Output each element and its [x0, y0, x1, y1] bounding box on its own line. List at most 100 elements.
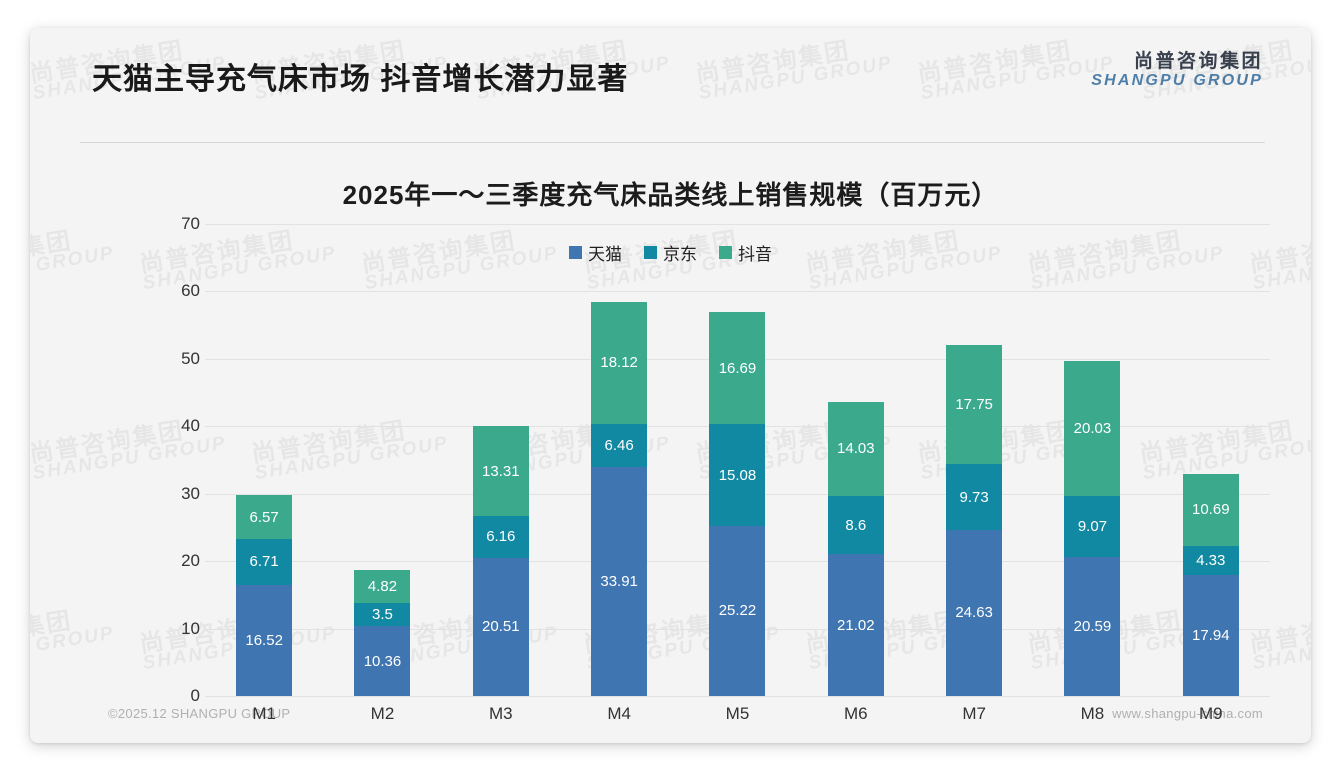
- bar-segment-抖音[interactable]: 6.57: [236, 495, 293, 540]
- y-axis-tick-label: 0: [190, 686, 200, 705]
- y-axis-tick-label: 60: [181, 281, 200, 301]
- slide-header: 天猫主导充气床市场 抖音增长潜力显著 尚普咨询集团 SHANGPU GROUP: [30, 28, 1311, 114]
- x-axis-tick-label: M8: [1080, 704, 1105, 723]
- legend-item-天猫[interactable]: 天猫: [569, 240, 622, 265]
- bar-segment-天猫[interactable]: 25.22: [709, 525, 766, 696]
- bar-segment-京东[interactable]: 6.46: [591, 423, 648, 468]
- bar-value-label: 21.02: [837, 616, 875, 634]
- bar-value-label: 9.07: [1077, 518, 1108, 536]
- bar-group-M3[interactable]: 13.31 6.16 20.51: [447, 224, 556, 696]
- legend-swatch-icon: [569, 246, 582, 259]
- x-axis-tick-label: M5: [725, 704, 750, 723]
- x-axis-labels: M1 M2 M3 M4 M5 M6 M7 M8 M9: [205, 704, 1270, 724]
- bar-value-label: 10.69: [1192, 501, 1230, 519]
- bar-segment-天猫[interactable]: 33.91: [591, 467, 648, 696]
- bar-segment-天猫[interactable]: 21.02: [827, 554, 884, 696]
- bar-value-label: 25.22: [718, 602, 757, 620]
- header-divider: [80, 142, 1265, 143]
- bar-group-M5[interactable]: 16.69 15.08 25.22: [683, 224, 792, 696]
- bar-segment-京东[interactable]: 6.16: [472, 516, 529, 558]
- bar-group-M4[interactable]: 18.12 6.46 33.91: [565, 224, 674, 696]
- bar-groups: 6.57 6.71 16.52 4.82 3.5 10.36 13.31 6.16 20.51 1…: [205, 224, 1270, 696]
- bar-segment-天猫[interactable]: 20.51: [472, 557, 529, 696]
- x-axis-tick-label: M4: [607, 704, 631, 723]
- chart-plot-area: 0 10 20 30 40 50 60 70 6.57 6.71 16.52 4.82 3.5 10.3…: [170, 214, 1270, 705]
- bar-value-label: 20.59: [1073, 618, 1112, 636]
- bar-value-label: 9.73: [959, 488, 989, 506]
- chart-legend: 天猫 京东 抖音: [30, 240, 1311, 265]
- brand-logo-en: SHANGPU GROUP: [1091, 71, 1263, 89]
- bar-segment-京东[interactable]: 6.71: [236, 539, 293, 585]
- bar-segment-抖音[interactable]: 13.31: [472, 426, 529, 517]
- bar-segment-抖音[interactable]: 14.03: [827, 401, 884, 497]
- bar-segment-天猫[interactable]: 24.63: [946, 529, 1003, 696]
- bar-segment-京东[interactable]: 9.07: [1064, 496, 1121, 558]
- bar-segment-抖音[interactable]: 16.69: [709, 311, 766, 425]
- y-axis-tick-label: 70: [181, 214, 200, 233]
- bar-segment-京东[interactable]: 15.08: [709, 424, 766, 526]
- bar-group-M6[interactable]: 14.03 8.6 21.02: [801, 224, 910, 696]
- footer-website: www.shangpu-china.com: [1112, 706, 1263, 721]
- x-axis-tick-label: M3: [489, 704, 513, 723]
- bar-segment-天猫[interactable]: 17.94: [1182, 575, 1239, 696]
- slide-card: 尚普咨询集团 SHANGPU GROUP 尚普咨询集团 SHANGPU GROUP 尚普…: [30, 28, 1311, 743]
- y-axis-tick-label: 40: [181, 416, 200, 436]
- legend-label: 京东: [663, 245, 697, 264]
- brand-logo-cn: 尚普咨询集团: [1133, 51, 1263, 72]
- gridline: [205, 224, 1270, 225]
- stacked-bar: 17.75 9.73 24.63: [946, 344, 1003, 696]
- bar-group-M2[interactable]: 4.82 3.5 10.36: [328, 224, 437, 696]
- bar-segment-抖音[interactable]: 4.82: [354, 570, 411, 603]
- bar-value-label: 17.75: [955, 396, 993, 413]
- x-axis-tick-label: M1: [252, 704, 276, 723]
- x-axis-tick-label: M9: [1198, 704, 1223, 723]
- bar-segment-天猫[interactable]: 20.59: [1064, 557, 1121, 696]
- stacked-bar: 16.69 15.08 25.22: [709, 311, 766, 696]
- bar-value-label: 6.71: [249, 553, 279, 571]
- bar-segment-天猫[interactable]: 16.52: [236, 584, 293, 696]
- y-axis-tick-label: 30: [181, 483, 200, 503]
- bar-segment-京东[interactable]: 4.33: [1182, 545, 1239, 576]
- bar-segment-京东[interactable]: 8.6: [827, 496, 884, 555]
- footer-copyright: ©2025.12 SHANGPU GROUP: [108, 706, 291, 721]
- bar-value-label: 20.51: [482, 618, 520, 636]
- bar-value-label: 6.46: [604, 437, 634, 455]
- stacked-bar: 6.57 6.71 16.52: [236, 495, 293, 696]
- gridline: [205, 291, 1270, 293]
- bar-segment-抖音[interactable]: 20.03: [1064, 360, 1121, 497]
- bar-value-label: 18.12: [600, 354, 638, 372]
- bar-group-M7[interactable]: 17.75 9.73 24.63: [920, 224, 1029, 696]
- legend-item-京东[interactable]: 京东: [644, 240, 697, 265]
- x-axis-tick-label: M6: [843, 704, 868, 723]
- chart-title: 2025年一～三季度充气床品类线上销售规模（百万元）: [342, 180, 999, 210]
- legend-item-抖音[interactable]: 抖音: [719, 240, 772, 265]
- bar-value-label: 10.36: [363, 652, 402, 670]
- gridline: [205, 696, 1270, 697]
- bar-value-label: 20.03: [1073, 419, 1112, 437]
- bar-value-label: 14.03: [837, 440, 875, 458]
- bar-value-label: 17.94: [1192, 627, 1230, 645]
- stacked-bar: 18.12 6.46 33.91: [591, 301, 648, 696]
- bar-segment-京东[interactable]: 3.5: [354, 602, 411, 627]
- page-title: 天猫主导充气床市场 抖音增长潜力显著: [92, 63, 629, 96]
- bar-value-label: 8.6: [845, 516, 867, 534]
- bar-segment-抖音[interactable]: 18.12: [591, 301, 648, 424]
- bar-value-label: 3.5: [372, 605, 393, 623]
- bar-value-label: 4.82: [367, 577, 398, 595]
- bar-segment-京东[interactable]: 9.73: [946, 464, 1003, 530]
- y-axis-tick-label: 50: [181, 348, 200, 368]
- legend-label: 抖音: [738, 245, 772, 264]
- bar-value-label: 15.08: [718, 466, 757, 484]
- bar-group-M1[interactable]: 6.57 6.71 16.52: [210, 224, 319, 696]
- bar-segment-抖音[interactable]: 17.75: [946, 344, 1003, 465]
- bar-value-label: 13.31: [482, 462, 520, 480]
- stacked-bar: 14.03 8.6 21.02: [827, 401, 884, 696]
- bar-value-label: 16.52: [245, 631, 283, 649]
- bar-group-M8[interactable]: 20.03 9.07 20.59: [1038, 224, 1147, 696]
- brand-logo: 尚普咨询集团 SHANGPU GROUP: [1091, 52, 1263, 90]
- x-axis-tick-label: M7: [962, 704, 986, 723]
- bar-segment-抖音[interactable]: 10.69: [1182, 473, 1239, 546]
- bar-segment-天猫[interactable]: 10.36: [354, 626, 411, 696]
- bar-group-M9[interactable]: 10.69 4.33 17.94: [1156, 224, 1265, 696]
